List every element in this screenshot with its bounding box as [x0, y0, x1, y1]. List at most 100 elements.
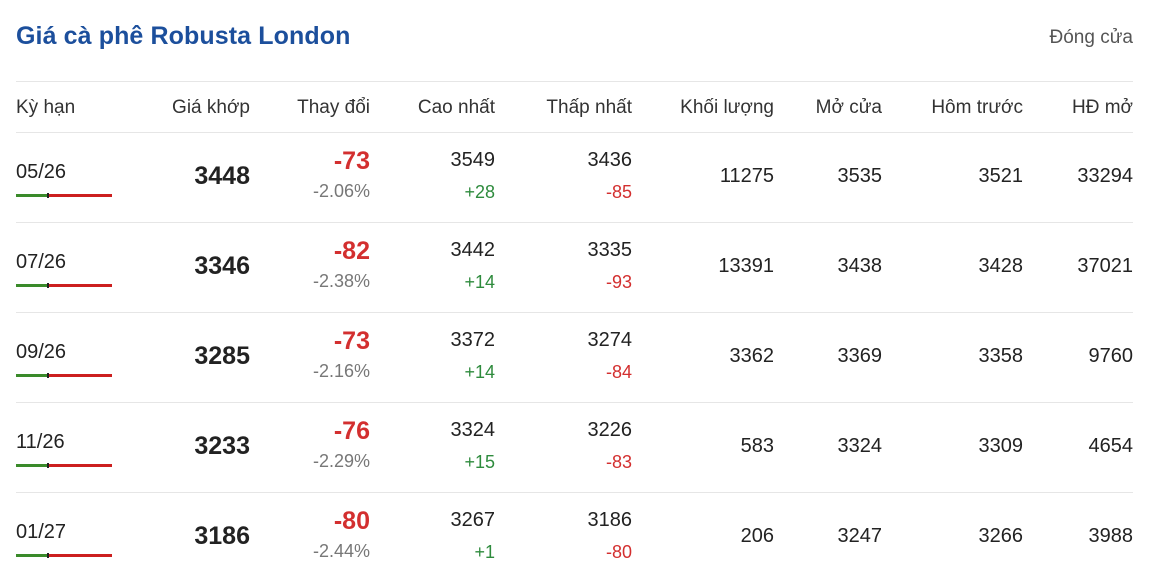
column-header-hd-mo: HĐ mở [1071, 97, 1133, 118]
day-range-bar [16, 193, 112, 198]
hd-mo-cell: 9760 [1088, 345, 1134, 367]
khoi-luong-cell: 583 [740, 435, 774, 457]
mo-cua-cell: 3438 [837, 255, 883, 277]
gia-khop-cell: 3233 [194, 432, 250, 460]
thay-doi-cell: -76 [333, 417, 370, 445]
cao-nhat-cell: 3442 [450, 239, 496, 261]
table-row[interactable]: 07/26 3346 -82 -2.38% 3442 +14 3335 -93 … [16, 223, 1133, 312]
mo-cua-cell: 3535 [837, 165, 883, 187]
cao-nhat-delta-cell: +14 [464, 272, 495, 292]
day-range-low-segment [16, 554, 48, 557]
row-divider [16, 402, 1133, 403]
cao-nhat-cell: 3372 [450, 329, 496, 351]
column-header-thay-doi: Thay đổi [297, 97, 370, 118]
hom-truoc-cell: 3358 [978, 345, 1024, 367]
thap-nhat-delta-cell: -83 [605, 452, 632, 472]
day-range-bar [16, 463, 112, 468]
day-range-low-segment [16, 374, 48, 377]
table-row[interactable]: 09/26 3285 -73 -2.16% 3372 +14 3274 -84 … [16, 313, 1133, 402]
thap-nhat-delta-cell: -84 [605, 362, 632, 382]
column-header-thap-nhat: Thấp nhất [546, 97, 632, 118]
table-top-divider [16, 81, 1133, 82]
table-body: 05/26 3448 -73 -2.06% 3549 +28 3436 -85 … [16, 133, 1133, 579]
page-header: Giá cà phê Robusta London Đóng cửa [16, 0, 1133, 80]
table-row[interactable]: 01/27 3186 -80 -2.44% 3267 +1 3186 -80 2… [16, 493, 1133, 579]
khoi-luong-cell: 13391 [718, 255, 774, 277]
column-header-mo-cua: Mở cửa [815, 97, 882, 118]
day-range-bar [16, 553, 112, 558]
thay-doi-percent-cell: -2.16% [312, 361, 370, 381]
day-range-marker [47, 553, 49, 558]
gia-khop-cell: 3285 [194, 342, 250, 370]
day-range-marker [47, 463, 49, 468]
khoi-luong-cell: 3362 [729, 345, 775, 367]
column-header-gia-khop: Giá khớp [172, 97, 250, 118]
column-header-cao-nhat: Cao nhất [417, 97, 495, 118]
thap-nhat-delta-cell: -85 [605, 182, 632, 202]
gia-khop-cell: 3186 [194, 522, 250, 550]
day-range-marker [47, 193, 49, 198]
market-status: Đóng cửa [1049, 27, 1134, 48]
hd-mo-cell: 33294 [1077, 165, 1133, 187]
day-range-marker [47, 283, 49, 288]
thap-nhat-cell: 3186 [587, 509, 633, 531]
thay-doi-percent-cell: -2.29% [312, 451, 370, 471]
gia-khop-cell: 3346 [194, 252, 250, 280]
thap-nhat-delta-cell: -93 [605, 272, 632, 292]
khoi-luong-cell: 206 [740, 525, 774, 547]
column-header-ky-han: Kỳ hạn [16, 97, 76, 118]
hd-mo-cell: 37021 [1077, 255, 1133, 277]
hd-mo-cell: 3988 [1088, 525, 1134, 547]
column-header-hom-truoc: Hôm trước [931, 97, 1023, 118]
table-row[interactable]: 05/26 3448 -73 -2.06% 3549 +28 3436 -85 … [16, 133, 1133, 222]
khoi-luong-cell: 11275 [719, 165, 774, 187]
cao-nhat-delta-cell: +15 [464, 452, 495, 472]
ky-han-cell: 05/26 [16, 161, 67, 183]
day-range-low-segment [16, 464, 48, 467]
ky-han-cell: 07/26 [16, 251, 67, 273]
ky-han-cell: 09/26 [16, 341, 67, 363]
day-range-marker [47, 373, 49, 378]
thay-doi-percent-cell: -2.44% [312, 541, 370, 561]
thay-doi-cell: -80 [333, 507, 370, 535]
mo-cua-cell: 3369 [837, 345, 883, 367]
cao-nhat-cell: 3324 [450, 419, 496, 441]
header-divider [16, 132, 1133, 133]
row-divider [16, 312, 1133, 313]
table-row[interactable]: 11/26 3233 -76 -2.29% 3324 +15 3226 -83 … [16, 403, 1133, 492]
mo-cua-cell: 3247 [837, 525, 883, 547]
day-range-low-segment [16, 194, 48, 197]
ky-han-cell: 01/27 [16, 521, 67, 543]
thap-nhat-cell: 3274 [587, 329, 633, 351]
thap-nhat-cell: 3226 [587, 419, 633, 441]
thap-nhat-cell: 3335 [587, 239, 633, 261]
cao-nhat-delta-cell: +28 [464, 182, 495, 202]
cao-nhat-cell: 3549 [450, 149, 496, 171]
row-divider [16, 492, 1133, 493]
thap-nhat-delta-cell: -80 [605, 542, 632, 562]
thay-doi-cell: -73 [333, 327, 370, 355]
thay-doi-percent-cell: -2.38% [312, 271, 370, 291]
hom-truoc-cell: 3521 [978, 165, 1024, 187]
cao-nhat-delta-cell: +14 [464, 362, 495, 382]
page-title: Giá cà phê Robusta London [16, 22, 351, 50]
column-header-khoi-luong: Khối lượng [680, 97, 774, 118]
cao-nhat-cell: 3267 [450, 509, 496, 531]
mo-cua-cell: 3324 [837, 435, 883, 457]
thay-doi-cell: -73 [333, 147, 370, 175]
row-divider [16, 222, 1133, 223]
hom-truoc-cell: 3266 [978, 525, 1024, 547]
hom-truoc-cell: 3309 [978, 435, 1024, 457]
gia-khop-cell: 3448 [194, 162, 250, 190]
ky-han-cell: 11/26 [16, 431, 65, 453]
thay-doi-cell: -82 [333, 237, 370, 265]
hd-mo-cell: 4654 [1088, 435, 1134, 457]
thay-doi-percent-cell: -2.06% [312, 181, 370, 201]
thap-nhat-cell: 3436 [587, 149, 633, 171]
table-header: Kỳ hạn Giá khớp Thay đổi Cao nhất Thấp n… [16, 82, 1133, 132]
cao-nhat-delta-cell: +1 [474, 542, 495, 562]
day-range-low-segment [16, 284, 48, 287]
day-range-bar [16, 373, 112, 378]
hom-truoc-cell: 3428 [978, 255, 1024, 277]
futures-table: Kỳ hạn Giá khớp Thay đổi Cao nhất Thấp n… [16, 81, 1133, 579]
